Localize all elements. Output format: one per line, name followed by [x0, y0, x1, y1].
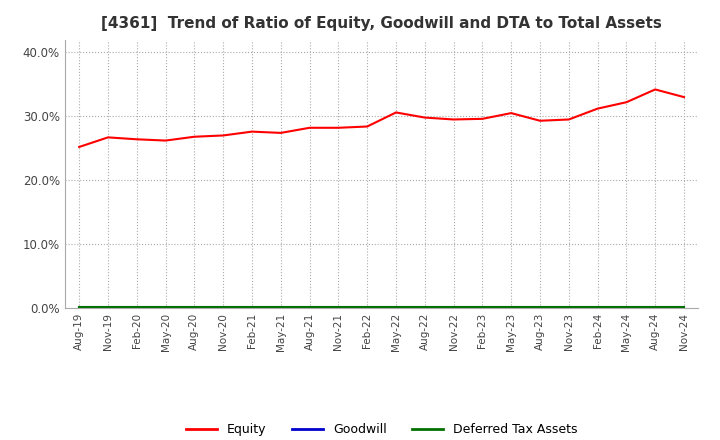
Legend: Equity, Goodwill, Deferred Tax Assets: Equity, Goodwill, Deferred Tax Assets [181, 418, 582, 440]
Title: [4361]  Trend of Ratio of Equity, Goodwill and DTA to Total Assets: [4361] Trend of Ratio of Equity, Goodwil… [102, 16, 662, 32]
